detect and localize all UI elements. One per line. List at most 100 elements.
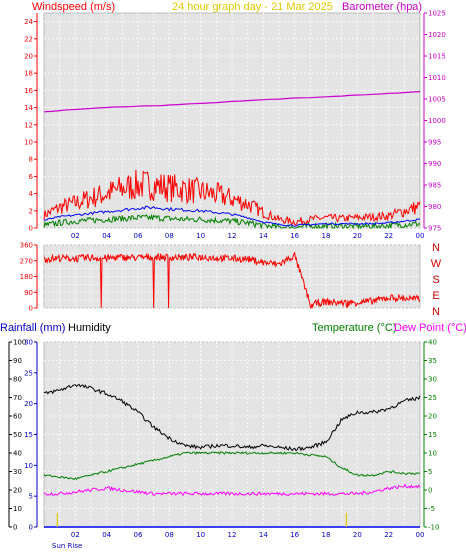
direction-axis-label: 360 — [20, 242, 33, 250]
compass-label: S — [432, 274, 439, 286]
windspeed-axis-label: 14 — [24, 104, 33, 112]
barometer-line — [43, 91, 421, 113]
wind-x-tick-label: 16 — [290, 232, 299, 240]
windspeed-axis-label: 12 — [24, 121, 33, 129]
wind-x-tick-label: 06 — [134, 232, 143, 240]
wind-x-tick-label: 10 — [196, 232, 205, 240]
windspeed-axis-label: 24 — [24, 18, 33, 26]
humidity-axis-label: 70 — [13, 394, 22, 402]
humidity-axis-label: 90 — [13, 357, 22, 365]
humidity-axis-label: 10 — [13, 505, 22, 513]
rainfall-axis-label: 15 — [24, 431, 33, 439]
wind-x-tick-label: 04 — [102, 232, 111, 240]
dewpoint-line — [43, 483, 421, 497]
temperature-x-tick-label: 06 — [134, 531, 143, 539]
barometer-axis-label: 985 — [428, 182, 441, 190]
direction-axis-label: 180 — [20, 273, 33, 281]
barometer-axis-label: 1005 — [428, 96, 446, 104]
temperature-axis-label: 10 — [428, 450, 437, 458]
barometer-axis-label: 1025 — [428, 10, 446, 18]
barometer-axis-label: 1020 — [428, 31, 446, 39]
humidity-axis-label: 40 — [13, 450, 22, 458]
humidity-axis-label: 20 — [13, 487, 22, 495]
wind-direction-line — [43, 251, 421, 310]
temperature-line — [43, 451, 421, 481]
rainfall-axis-label: 30 — [24, 339, 33, 347]
wind-x-tick-label: 20 — [353, 232, 362, 240]
temperature-axis-label: 30 — [428, 376, 437, 384]
wind-avg-line — [44, 205, 421, 227]
rainfall-axis-label: 0 — [29, 524, 33, 532]
windspeed-axis-label: 4 — [29, 190, 34, 198]
windspeed-axis-label: 16 — [24, 87, 33, 95]
temperature-x-tick-label: 12 — [228, 531, 237, 539]
wind-plot-area — [43, 12, 421, 229]
humidity-axis-label: 60 — [13, 413, 22, 421]
temperature-axis-label: 5 — [428, 468, 432, 476]
barometer-axis-label: 980 — [428, 203, 441, 211]
temperature-axis-label: 15 — [428, 431, 437, 439]
temperature-axis-label: 35 — [428, 357, 437, 365]
windspeed-axis-label: 6 — [29, 173, 34, 181]
barometer-axis-label: 990 — [428, 160, 441, 168]
humidity-line — [43, 383, 421, 452]
barometer-axis-title: Barometer (hpa) — [342, 1, 422, 13]
rainfall-axis-label: 25 — [24, 369, 33, 377]
temperature-axis-label: 20 — [428, 413, 437, 421]
windspeed-axis-label: 18 — [24, 70, 33, 78]
compass-label: N — [432, 242, 440, 254]
humidity-axis-label: 50 — [13, 431, 22, 439]
windspeed-axis-label: 22 — [24, 35, 33, 43]
temperature-x-tick-label: 10 — [196, 531, 205, 539]
wind-x-tick-label: 00 — [416, 232, 425, 240]
graph-title: 24 hour graph day - 21 Mar 2025 — [172, 1, 333, 13]
wind-x-tick-label: 22 — [384, 232, 393, 240]
windspeed-axis-label: 8 — [29, 156, 33, 164]
wind-x-tick-label: 02 — [71, 232, 80, 240]
wind-x-tick-label: 18 — [322, 232, 331, 240]
temperature-axis-label: 0 — [428, 487, 432, 495]
compass-label: N — [432, 306, 440, 318]
humidity-axis-label: 30 — [13, 468, 22, 476]
barometer-axis-label: 975 — [428, 225, 441, 233]
rainfall-axis-title: Rainfall (mm) — [0, 322, 65, 334]
rainfall-axis-label: 20 — [24, 400, 33, 408]
sunrise-label: Sun Rise — [52, 542, 82, 550]
temperature-x-tick-label: 20 — [353, 531, 362, 539]
temperature-x-tick-label: 00 — [416, 531, 425, 539]
windspeed-axis-label: 10 — [24, 139, 33, 147]
temperature-x-tick-label: 22 — [384, 531, 393, 539]
temperature-x-tick-label: 18 — [322, 531, 331, 539]
temperature-x-tick-label: 04 — [102, 531, 111, 539]
temperature-x-tick-label: 02 — [71, 531, 80, 539]
barometer-axis-label: 1015 — [428, 53, 446, 61]
barometer-axis-label: 1000 — [428, 117, 446, 125]
direction-axis-label: 90 — [24, 289, 33, 297]
windspeed-axis-label: 0 — [29, 225, 33, 233]
barometer-axis-label: 995 — [428, 139, 441, 147]
wind-x-tick-label: 14 — [259, 232, 268, 240]
wind-gust-line — [43, 169, 421, 226]
temperature-x-tick-label: 08 — [165, 531, 174, 539]
windspeed-axis-label: 20 — [24, 53, 33, 61]
direction-axis-label: 270 — [20, 257, 33, 265]
dewpoint-axis-title: Dew Point (°C) — [394, 322, 466, 334]
windspeed-axis-label: 2 — [29, 207, 33, 215]
barometer-axis-label: 1010 — [428, 74, 446, 82]
temperature-axis-title: Temperature (°C) — [312, 322, 396, 334]
humidity-axis-title: Humidity — [68, 322, 111, 334]
rainfall-axis-label: 5 — [29, 493, 33, 501]
wind-low-line — [43, 213, 421, 230]
wind-x-tick-label: 12 — [228, 232, 237, 240]
temperature-axis-label: -5 — [428, 505, 435, 513]
compass-label: W — [431, 258, 442, 270]
direction-axis-label: 0 — [29, 305, 33, 313]
humidity-axis-label: 100 — [13, 339, 26, 347]
temperature-axis-label: -10 — [428, 524, 439, 532]
temperature-axis-label: 40 — [428, 339, 437, 347]
compass-label: E — [432, 290, 439, 302]
humidity-axis-label: 80 — [13, 376, 22, 384]
temperature-axis-label: 25 — [428, 394, 437, 402]
humidity-axis-label: 0 — [13, 524, 17, 532]
